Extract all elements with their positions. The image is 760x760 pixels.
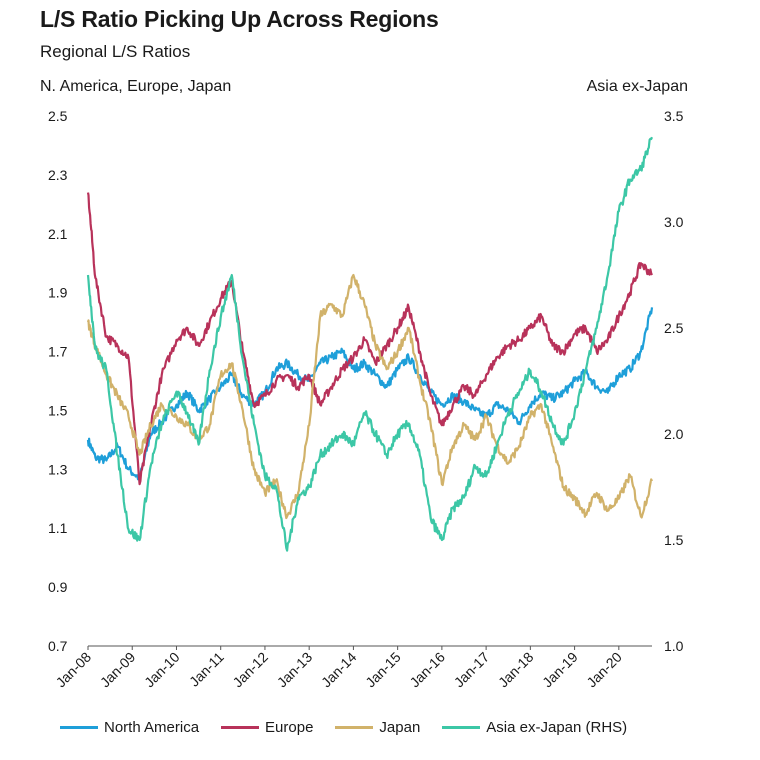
y-left-tick-label: 1.1 [48,520,68,536]
y-left-tick-label: 2.5 [48,108,68,124]
legend-label-north-america: North America [104,719,200,736]
x-tick-label: Jan-18 [495,649,537,691]
x-tick-label: Jan-13 [274,649,316,691]
legend-label-japan: Japan [379,719,421,736]
x-tick-label: Jan-09 [97,649,139,691]
x-tick-label: Jan-14 [318,649,360,691]
y-right-tick-label: 2.5 [664,320,684,336]
x-tick-label: Jan-16 [406,649,448,691]
legend-label-europe: Europe [265,719,314,736]
legend-item-north-america: North America [60,719,199,736]
series-line-europe [86,192,653,486]
series-line-north-america [86,307,654,481]
x-tick-label: Jan-15 [362,649,404,691]
series-line-japan [86,273,653,520]
y-left-tick-label: 2.1 [48,226,68,242]
legend-item-asia-ex-japan: Asia ex-Japan (RHS) [442,719,627,736]
legend-swatch-north-america [60,726,98,729]
chart-subtitle: Regional L/S Ratios [40,42,191,61]
series-line-asia-ex-japan-rhs [86,136,654,552]
legend-swatch-japan [335,726,374,729]
legend-item-europe: Europe [221,719,313,736]
legend-swatch-europe [221,726,260,729]
y-left-tick-label: 0.9 [48,579,68,595]
x-tick-label: Jan-11 [186,649,227,690]
chart-legend: North America Europe Japan Asia ex-Japan… [60,719,627,736]
chart-title: L/S Ratio Picking Up Across Regions [40,6,439,32]
legend-swatch-asia-ex-japan [442,726,481,729]
left-axis-label: N. America, Europe, Japan [40,78,232,95]
y-right-tick-label: 1.5 [664,532,684,548]
y-left-tick-label: 1.7 [48,344,68,360]
y-right-tick-label: 2.0 [664,426,684,442]
legend-item-japan: Japan [335,719,420,736]
x-tick-label: Jan-19 [539,649,581,691]
y-left-tick-label: 0.7 [48,638,68,654]
right-axis-label: Asia ex-Japan [586,78,688,95]
y-left-tick-label: 2.3 [48,167,68,183]
y-left-tick-label: 1.3 [48,461,68,477]
y-right-tick-label: 3.5 [664,108,684,124]
x-tick-label: Jan-12 [229,649,271,691]
legend-label-asia-ex-japan: Asia ex-Japan (RHS) [486,719,628,736]
x-tick-label: Jan-10 [141,649,183,691]
y-right-tick-label: 1.0 [664,638,684,654]
y-left-tick-label: 1.9 [48,285,68,301]
x-tick-label: Jan-17 [451,649,493,691]
y-left-tick-label: 1.5 [48,402,68,418]
y-right-tick-label: 3.0 [664,214,684,230]
x-tick-label: Jan-20 [583,649,625,691]
x-tick-label: Jan-08 [53,649,95,691]
